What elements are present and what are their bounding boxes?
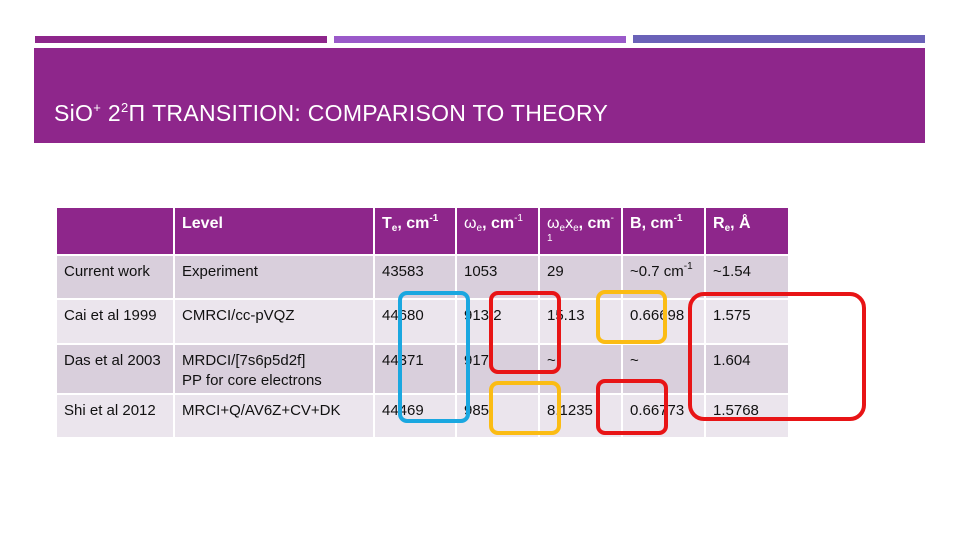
cell-te: 44371 [375, 345, 455, 393]
accent-bar-2 [334, 36, 626, 43]
cell-re: 1.575 [706, 300, 788, 343]
header-level: Level [175, 208, 373, 254]
cell-te: 44469 [375, 395, 455, 437]
table-row: Cai et al 1999 CMRCI/cc-pVQZ 44680 913.2… [57, 300, 788, 343]
header-we: ωe, cm-1 [457, 208, 538, 254]
accent-bar-1 [35, 36, 327, 43]
table-row: Das et al 2003 MRDCI/[7s6p5d2f] PP for co… [57, 345, 788, 393]
cell-source: Das et al 2003 [57, 345, 173, 393]
header-b: B, cm-1 [623, 208, 704, 254]
cell-level: MRDCI/[7s6p5d2f] PP for core electrons [175, 345, 373, 393]
title-banner: SiO+ 22Π TRANSITION: COMPARISON TO THEOR… [34, 48, 925, 143]
highlight-box-we-bottom [489, 381, 561, 435]
cell-re: 1.604 [706, 345, 788, 393]
slide-title: SiO+ 22Π TRANSITION: COMPARISON TO THEOR… [54, 100, 609, 126]
accent-bar-3 [633, 35, 925, 43]
cell-level: Experiment [175, 256, 373, 298]
highlight-box-we-top [489, 291, 561, 374]
highlight-box-wexe-top [596, 290, 667, 344]
highlight-box-te [398, 291, 470, 423]
highlight-box-b-re [688, 292, 866, 421]
comparison-table: Level Te, cm-1 ωe, cm-1 ωexe, cm-1 B, cm… [55, 206, 790, 439]
cell-re: ~1.54 [706, 256, 788, 298]
header-source [57, 208, 173, 254]
cell-te: 44680 [375, 300, 455, 343]
header-re: Re, Å [706, 208, 788, 254]
cell-source: Cai et al 1999 [57, 300, 173, 343]
cell-source: Shi et al 2012 [57, 395, 173, 437]
table-row: Current work Experiment 43583 1053 29 ~0… [57, 256, 788, 298]
cell-source: Current work [57, 256, 173, 298]
highlight-box-wexe-bottom [596, 379, 668, 435]
header-te: Te, cm-1 [375, 208, 455, 254]
cell-re: 1.5768 [706, 395, 788, 437]
cell-level: MRCI+Q/AV6Z+CV+DK [175, 395, 373, 437]
cell-wexe: 15.13 [540, 300, 621, 343]
header-wexe: ωexe, cm-1 [540, 208, 621, 254]
table-header-row: Level Te, cm-1 ωe, cm-1 ωexe, cm-1 B, cm… [57, 208, 788, 254]
cell-level: CMRCI/cc-pVQZ [175, 300, 373, 343]
